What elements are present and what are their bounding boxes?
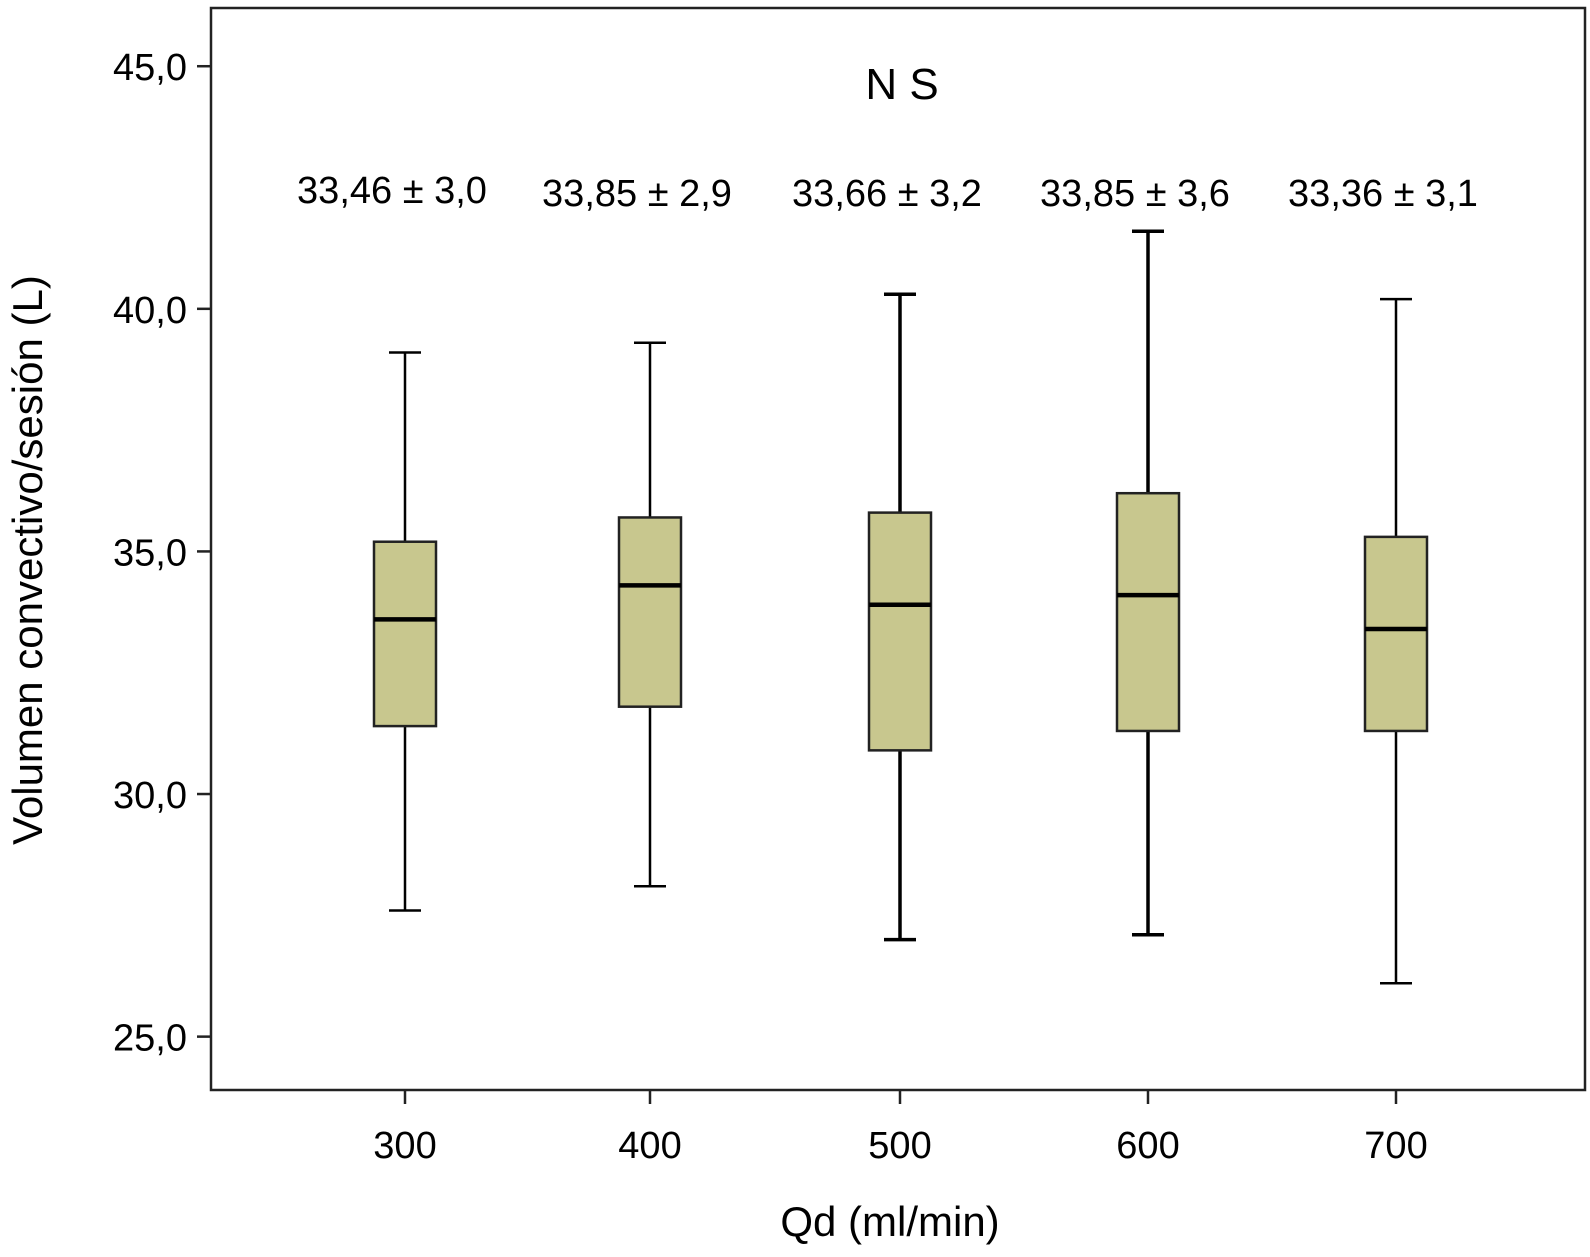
box-iqr <box>867 511 933 752</box>
box-series <box>372 229 1429 985</box>
mean-sd-annotation: 33,36 ± 3,1 <box>1288 173 1478 215</box>
box-700 <box>1363 297 1429 985</box>
y-tick-label: 35,0 <box>113 532 187 574</box>
box-500 <box>867 292 933 942</box>
plot-frame <box>209 6 1587 1092</box>
chart-title: N S <box>865 60 938 109</box>
x-tick-label: 500 <box>868 1125 931 1167</box>
box-400 <box>617 341 683 888</box>
box-iqr <box>1115 491 1181 733</box>
x-axis-label: Qd (ml/min) <box>780 1198 999 1245</box>
x-tick-label: 300 <box>373 1125 436 1167</box>
mean-sd-annotation: 33,85 ± 3,6 <box>1040 173 1230 215</box>
y-tick-label: 40,0 <box>113 290 187 332</box>
x-tick-label: 700 <box>1364 1125 1427 1167</box>
mean-sd-annotation: 33,46 ± 3,0 <box>297 170 487 212</box>
y-axis: 25,0 30,0 35,0 40,0 45,0 <box>113 47 211 1060</box>
x-tick-label: 600 <box>1116 1125 1179 1167</box>
y-tick-label: 45,0 <box>113 47 187 89</box>
annotations: 33,46 ± 3,0 33,85 ± 2,9 33,66 ± 3,2 33,85 ±… <box>297 170 1478 215</box>
x-tick-label: 400 <box>618 1125 681 1167</box>
x-axis: 300 400 500 600 700 <box>373 1090 1428 1167</box>
box-iqr <box>1363 535 1429 733</box>
box-600 <box>1115 229 1181 937</box>
box-iqr <box>617 516 683 708</box>
mean-sd-annotation: 33,85 ± 2,9 <box>542 173 732 215</box>
y-tick-label: 30,0 <box>113 775 187 817</box>
y-tick-label: 25,0 <box>113 1018 187 1060</box>
box-iqr <box>372 540 438 728</box>
y-axis-label: Volumen convectivo/sesión (L) <box>4 275 51 845</box>
mean-sd-annotation: 33,66 ± 3,2 <box>792 173 982 215</box>
box-300 <box>372 351 438 912</box>
